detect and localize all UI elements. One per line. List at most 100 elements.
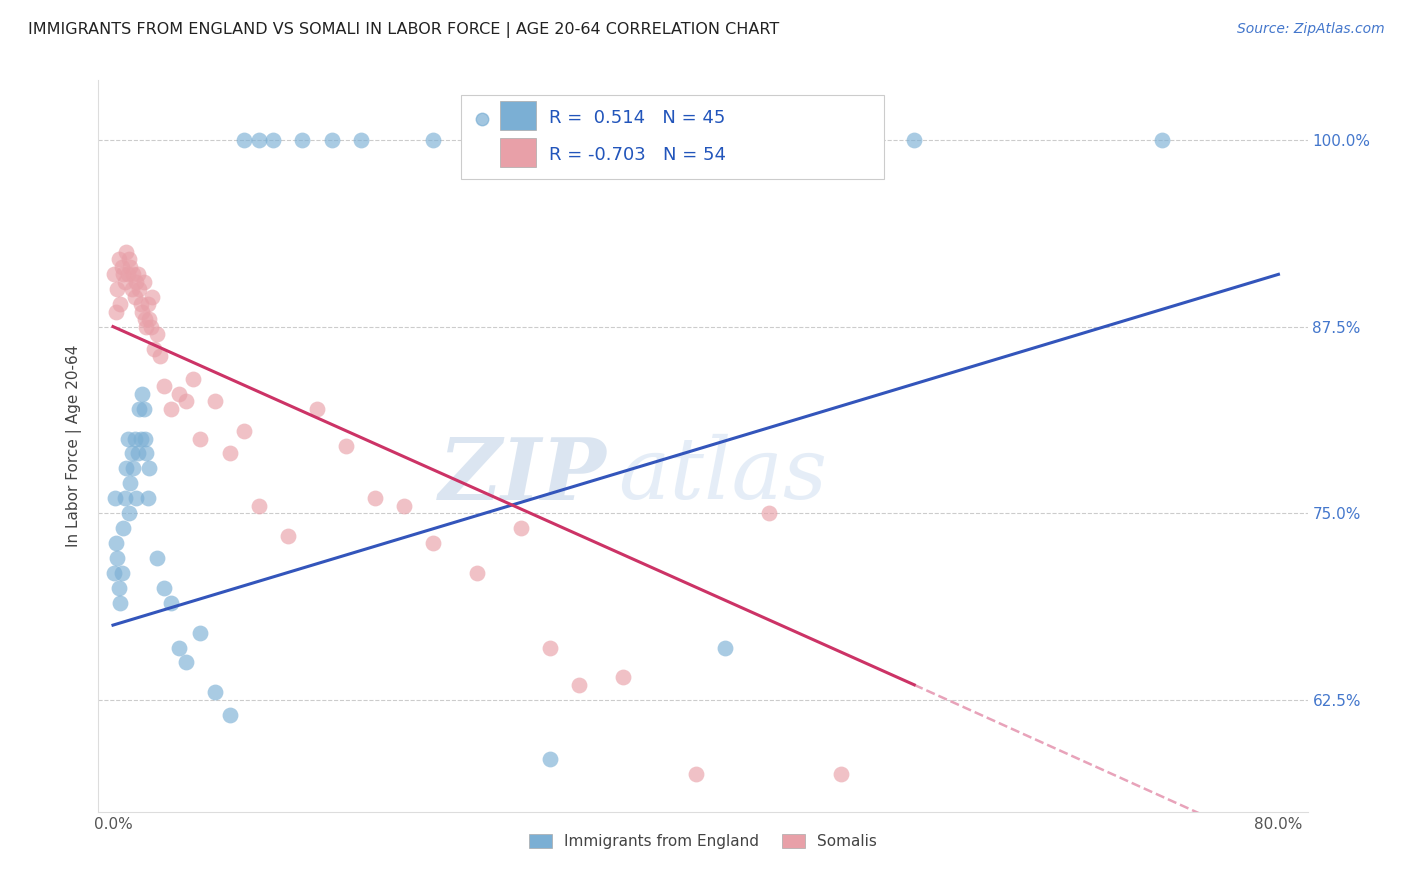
Point <box>758 506 780 520</box>
Point <box>114 491 136 506</box>
Point <box>111 566 134 580</box>
Text: Source: ZipAtlas.com: Source: ZipAtlas.com <box>1237 22 1385 37</box>
Point <box>104 491 127 506</box>
Point <box>120 476 142 491</box>
Point <box>305 401 328 416</box>
Point <box>568 678 591 692</box>
Point <box>131 386 153 401</box>
Point <box>104 536 127 550</box>
Point <box>364 491 387 506</box>
Point <box>121 282 143 296</box>
Text: IMMIGRANTS FROM ENGLAND VS SOMALI IN LABOR FORCE | AGE 20-64 CORRELATION CHART: IMMIGRANTS FROM ENGLAND VS SOMALI IN LAB… <box>28 22 779 38</box>
Legend: Immigrants from England, Somalis: Immigrants from England, Somalis <box>523 828 883 855</box>
Point <box>247 499 270 513</box>
Point <box>105 551 128 566</box>
Point <box>129 432 152 446</box>
Text: ZIP: ZIP <box>439 434 606 517</box>
Y-axis label: In Labor Force | Age 20-64: In Labor Force | Age 20-64 <box>66 345 83 547</box>
Point <box>118 506 141 520</box>
Point <box>103 566 125 580</box>
Point <box>103 268 125 282</box>
Point <box>142 342 165 356</box>
Point <box>422 133 444 147</box>
Point <box>125 275 148 289</box>
Point <box>115 461 138 475</box>
Point <box>190 625 212 640</box>
Point <box>128 282 150 296</box>
Point <box>145 326 167 341</box>
Point <box>110 297 132 311</box>
Point <box>218 446 240 460</box>
Point <box>1150 133 1173 147</box>
Point <box>509 521 531 535</box>
Point <box>118 252 141 267</box>
Point <box>233 133 256 147</box>
Point <box>127 268 149 282</box>
Point <box>160 401 183 416</box>
Point <box>136 491 159 506</box>
Point <box>612 670 634 684</box>
Point <box>233 424 256 438</box>
Point <box>124 290 146 304</box>
Point <box>127 446 149 460</box>
Point <box>129 297 152 311</box>
Point <box>121 446 143 460</box>
Point <box>136 297 159 311</box>
Point <box>422 536 444 550</box>
Point <box>117 268 139 282</box>
Point <box>104 304 127 318</box>
Point <box>714 640 737 655</box>
Point <box>122 268 145 282</box>
Point <box>335 439 357 453</box>
Point <box>112 521 135 535</box>
Point <box>134 432 156 446</box>
Text: R =  0.514   N = 45: R = 0.514 N = 45 <box>550 109 725 127</box>
Point <box>120 260 142 274</box>
Point <box>105 282 128 296</box>
Point <box>149 350 172 364</box>
Point <box>115 244 138 259</box>
Point <box>153 581 176 595</box>
Point <box>204 394 226 409</box>
Point <box>394 499 416 513</box>
Point <box>538 640 561 655</box>
Point <box>110 596 132 610</box>
Point <box>135 319 157 334</box>
Point <box>830 767 852 781</box>
Point <box>204 685 226 699</box>
Point <box>132 401 155 416</box>
Point <box>108 581 131 595</box>
Point <box>138 461 160 475</box>
Point <box>174 394 197 409</box>
Point <box>145 551 167 566</box>
Point <box>262 133 284 147</box>
Point <box>141 290 163 304</box>
Point <box>122 461 145 475</box>
Text: R = -0.703   N = 54: R = -0.703 N = 54 <box>550 145 727 163</box>
Point <box>111 260 134 274</box>
Point <box>218 707 240 722</box>
Point <box>277 528 299 542</box>
Point <box>685 767 707 781</box>
Point <box>117 432 139 446</box>
Point <box>139 319 162 334</box>
Point <box>125 491 148 506</box>
Point <box>321 133 343 147</box>
Point <box>138 312 160 326</box>
Point <box>167 640 190 655</box>
Text: atlas: atlas <box>619 434 828 516</box>
Point <box>135 446 157 460</box>
Point <box>134 312 156 326</box>
FancyBboxPatch shape <box>501 101 536 130</box>
FancyBboxPatch shape <box>501 137 536 167</box>
Point <box>128 401 150 416</box>
Point <box>181 372 204 386</box>
Point <box>108 252 131 267</box>
Point <box>167 386 190 401</box>
Point <box>174 656 197 670</box>
Point <box>538 752 561 766</box>
Point <box>112 268 135 282</box>
Point <box>247 133 270 147</box>
Point <box>465 566 488 580</box>
Point <box>160 596 183 610</box>
